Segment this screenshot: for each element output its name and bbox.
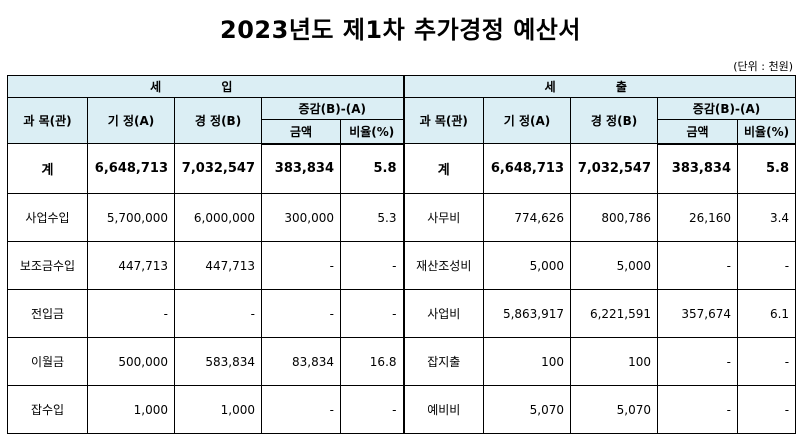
rev-amount-header: 금액 [261, 119, 341, 145]
table-row: 이월금 500,000 583,834 83,834 16.8 잡지출 100 100- - [7, 337, 797, 386]
exp-existing-cell: 774,626 [483, 193, 572, 242]
exp-revised-cell: 5,070 [570, 385, 659, 434]
rev-item-cell: 이월금 [7, 337, 88, 386]
exp-amount-header: 금액 [657, 119, 739, 145]
rev-revised-header: 경 정(B) [174, 97, 262, 144]
exp-rate-cell: 3.4 [737, 193, 797, 242]
rev-rate-header: 비율(%) [339, 119, 405, 145]
exp-revised-cell: 6,221,591 [570, 289, 659, 338]
table-row: 보조금수입 447,713 447,713- - 재산조성비 5,000 5,000- - [7, 241, 797, 290]
rev-revised-cell: 583,834 [174, 337, 262, 386]
rev-item-header: 과 목(관) [7, 97, 88, 144]
exp-existing-cell: 100 [483, 337, 572, 386]
rev-existing-header: 기 정(A) [87, 97, 175, 144]
exp-rate-cell: - [737, 241, 797, 290]
total-rev-rate: 5.8 [339, 143, 405, 194]
rev-item-cell: 전입금 [7, 289, 88, 338]
rev-existing-cell: 447,713 [87, 241, 175, 290]
exp-amount-cell: - [657, 337, 739, 386]
rev-item-cell: 사업수입 [7, 193, 88, 242]
rev-amount-cell: - [261, 241, 341, 290]
rev-amount-cell: 300,000 [261, 193, 341, 242]
total-rev-revised: 7,032,547 [174, 143, 262, 194]
table-row: 전입금 - - - - 사업비 5,863,917 6,221,591 357,674 6.1 [7, 289, 797, 338]
rev-rate-cell: - [339, 241, 405, 290]
exp-rate-header: 비율(%) [737, 119, 797, 145]
total-label: 계 [7, 143, 88, 194]
exp-existing-cell: 5,070 [483, 385, 572, 434]
exp-revised-header: 경 정(B) [570, 97, 659, 144]
exp-rate-cell: - [737, 337, 797, 386]
rev-rate-cell: 5.3 [339, 193, 405, 242]
table-row: 잡수입 1,000 1,000- - 예비비 5,070 5,070- - [7, 385, 797, 434]
exp-item-cell: 재산조성비 [402, 241, 485, 290]
rev-amount-cell: - [261, 289, 341, 338]
rev-revised-cell: 6,000,000 [174, 193, 262, 242]
rev-amount-cell: - [261, 385, 341, 434]
exp-item-cell: 잡지출 [402, 337, 485, 386]
rev-amount-cell: 83,834 [261, 337, 341, 386]
total-exp-revised: 7,032,547 [570, 143, 659, 194]
rev-revised-cell: - [174, 289, 262, 338]
exp-revised-cell: 800,786 [570, 193, 659, 242]
rev-existing-cell: 1,000 [87, 385, 175, 434]
exp-change-header: 증감(B)-(A) [657, 97, 797, 120]
total-exp-existing: 6,648,713 [483, 143, 572, 194]
rev-change-header: 증감(B)-(A) [260, 97, 405, 120]
exp-revised-cell: 5,000 [570, 241, 659, 290]
exp-rate-cell: - [737, 385, 797, 434]
exp-existing-cell: 5,863,917 [483, 289, 572, 338]
revenue-section-header: 세 입 [6, 75, 405, 98]
total-exp-label: 계 [402, 143, 485, 194]
rev-existing-cell: - [87, 289, 175, 338]
rev-rate-cell: - [339, 289, 405, 338]
document-title: 2023년도 제1차 추가경정 예산서 [220, 16, 581, 44]
rev-rate-cell: 16.8 [339, 337, 405, 386]
rev-revised-cell: 1,000 [174, 385, 262, 434]
rev-rate-cell: - [339, 385, 405, 434]
rev-existing-cell: 500,000 [87, 337, 175, 386]
exp-amount-cell: - [657, 385, 739, 434]
rev-revised-cell: 447,713 [174, 241, 262, 290]
exp-rate-cell: 6.1 [737, 289, 797, 338]
rev-existing-cell: 5,700,000 [87, 193, 175, 242]
budget-table: 세 입 세 출 과 목(관) 기 정(A) 경 정(B) 증감(B)-(A) 과… [6, 75, 797, 434]
exp-item-header: 과 목(관) [402, 97, 485, 144]
exp-amount-cell: - [657, 241, 739, 290]
exp-amount-cell: 26,160 [657, 193, 739, 242]
total-rev-amount: 383,834 [261, 143, 341, 194]
exp-item-cell: 사무비 [402, 193, 485, 242]
total-exp-amount: 383,834 [657, 143, 739, 194]
exp-item-cell: 사업비 [402, 289, 485, 338]
total-rev-existing: 6,648,713 [87, 143, 175, 194]
expenditure-section-header: 세 출 [402, 75, 797, 98]
exp-existing-header: 기 정(A) [483, 97, 572, 144]
exp-item-cell: 예비비 [402, 385, 485, 434]
exp-revised-cell: 100 [570, 337, 659, 386]
total-row: 계 6,648,713 7,032,547 383,834 5.8 계 6,64… [7, 143, 797, 194]
table-row: 사업수입 5,700,000 6,000,000 300,000 5.3 사무비 774,6… [7, 193, 797, 242]
rev-item-cell: 보조금수입 [7, 241, 88, 290]
rev-item-cell: 잡수입 [7, 385, 88, 434]
total-exp-rate: 5.8 [737, 143, 797, 194]
unit-note: (단위 : 천원) [733, 60, 793, 73]
exp-amount-cell: 357,674 [657, 289, 739, 338]
exp-existing-cell: 5,000 [483, 241, 572, 290]
